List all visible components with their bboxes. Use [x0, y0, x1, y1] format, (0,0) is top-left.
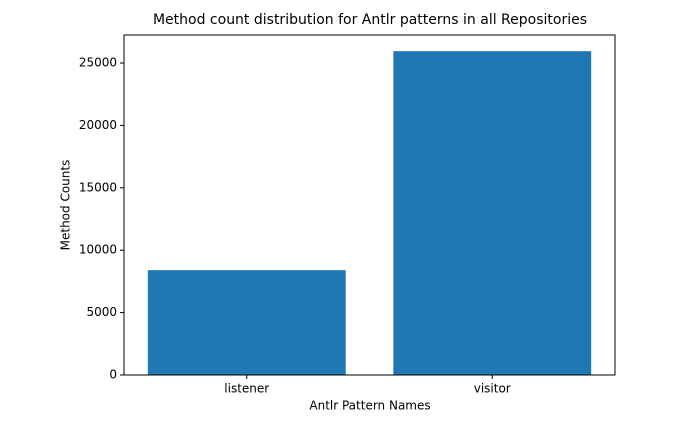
bar [147, 270, 346, 375]
y-tick-label: 0 [109, 368, 117, 382]
y-tick-label: 15000 [79, 180, 117, 194]
chart-title: Method count distribution for Antlr patt… [153, 12, 587, 28]
x-axis-label: Antlr Pattern Names [309, 399, 430, 413]
plot-frame [123, 34, 616, 376]
x-tick-label: listener [224, 382, 269, 396]
y-tick-label: 25000 [79, 56, 117, 70]
y-tick-label: 20000 [79, 118, 117, 132]
bar [393, 51, 592, 375]
x-tick-label: visitor [474, 382, 511, 396]
y-tick-label: 10000 [79, 243, 117, 257]
y-axis-label: Method Counts [59, 160, 73, 251]
y-tick-label: 5000 [86, 305, 117, 319]
